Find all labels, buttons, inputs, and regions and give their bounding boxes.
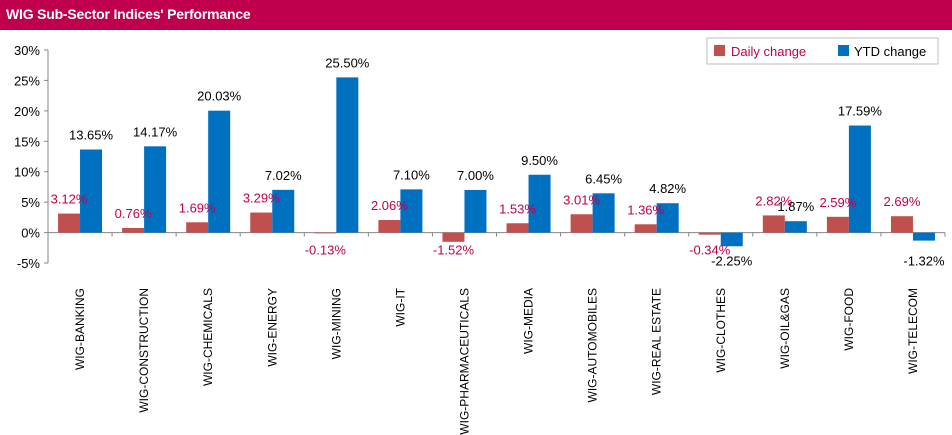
data-label-daily: -1.52% <box>433 243 475 258</box>
bar-ytd-change <box>400 189 423 233</box>
chart-title: WIG Sub-Sector Indices' Performance <box>6 6 251 22</box>
data-label-daily: 2.69% <box>884 194 921 209</box>
bar-daily-change <box>506 223 529 233</box>
legend-box <box>706 37 939 65</box>
data-label-ytd: 6.45% <box>585 171 622 186</box>
x-category-label: WIG-CHEMICALS <box>201 288 215 386</box>
data-label-daily: 3.12% <box>51 192 88 207</box>
bar-daily-change <box>250 212 273 233</box>
bar-daily-change <box>186 222 209 233</box>
data-label-daily: -0.13% <box>305 243 347 258</box>
data-label-daily: 2.59% <box>819 195 856 210</box>
data-label-ytd: 1.87% <box>777 199 814 214</box>
x-category-label: WIG-IT <box>393 287 407 326</box>
y-tick-label: 10% <box>14 165 40 180</box>
x-category-label: WIG-REAL ESTATE <box>650 288 664 395</box>
bar-ytd-change <box>464 189 487 233</box>
bar-daily-change <box>698 232 721 235</box>
bar-daily-change <box>378 220 401 233</box>
data-label-ytd: 13.65% <box>69 128 114 143</box>
x-category-label: WIG-CLOTHES <box>714 288 728 373</box>
bar-daily-change <box>826 216 849 233</box>
bar-daily-change <box>634 224 657 233</box>
x-category-label: WIG-MEDIA <box>522 288 536 354</box>
bars <box>58 77 935 247</box>
data-label-daily: 3.29% <box>243 191 280 206</box>
x-category-label: WIG-BANKING <box>73 288 87 370</box>
data-label-ytd: 7.00% <box>457 168 494 183</box>
data-label-ytd: 9.50% <box>521 153 558 168</box>
data-label-daily: 2.06% <box>371 198 408 213</box>
bar-ytd-change <box>720 232 743 247</box>
x-category-label: WIG-OIL&GAS <box>778 288 792 369</box>
bar-daily-change <box>58 213 81 233</box>
bar-ytd-change <box>848 125 871 233</box>
data-label-ytd: 7.10% <box>393 167 430 182</box>
x-axis-categories: WIG-BANKING WIG-CONSTRUCTION WIG-CHEMICALS… <box>47 232 946 435</box>
data-label-daily: 3.01% <box>563 192 600 207</box>
bar-daily-change <box>442 232 465 242</box>
legend-label-ytd: YTD change <box>854 44 926 59</box>
x-category-label: WIG-TELECOM <box>906 288 920 374</box>
data-label-daily: -0.34% <box>689 243 731 258</box>
data-label-ytd: 25.50% <box>325 55 370 70</box>
bar-chart: 30% 25% 20% 15% 10% 5% 0% -5% 3.12% 13.65% 0.76% 1… <box>14 37 946 435</box>
data-label-ytd: 14.17% <box>133 124 178 139</box>
bar-ytd-change <box>80 149 103 233</box>
y-tick-label: 25% <box>14 73 40 88</box>
bar-daily-change <box>570 214 593 233</box>
bar-ytd-change <box>208 110 231 233</box>
y-tick-label: 20% <box>14 104 40 119</box>
x-category-label: WIG-CONSTRUCTION <box>137 288 151 413</box>
bar-ytd-change <box>144 146 167 233</box>
bar-daily-change <box>890 216 913 233</box>
x-category-label: WIG-ENERGY <box>265 288 279 367</box>
bar-ytd-change <box>784 221 807 233</box>
legend-label-daily: Daily change <box>731 44 806 59</box>
bar-ytd-change <box>528 174 551 233</box>
data-label-daily: 1.53% <box>499 201 536 216</box>
x-category-label: WIG-MINING <box>329 288 343 359</box>
data-label-daily: 1.36% <box>627 202 664 217</box>
chart-header: WIG Sub-Sector Indices' Performance <box>0 0 952 30</box>
data-label-ytd: 7.02% <box>265 168 302 183</box>
bar-daily-change <box>122 227 145 233</box>
x-category-label: WIG-AUTOMOBILES <box>586 288 600 402</box>
bar-ytd-change <box>336 77 359 233</box>
data-label-ytd: -2.25% <box>711 254 753 269</box>
y-tick-label: 30% <box>14 43 40 58</box>
y-tick-label: 0% <box>21 226 40 241</box>
legend-swatch-ytd <box>838 45 849 56</box>
data-label-ytd: 20.03% <box>197 89 242 104</box>
y-tick-label: -5% <box>17 256 41 271</box>
bar-ytd-change <box>912 232 935 241</box>
data-label-daily: 0.76% <box>115 206 152 221</box>
data-label-daily: 1.69% <box>179 200 216 215</box>
bar-ytd-change <box>272 189 295 233</box>
bar-ytd-change <box>592 193 615 233</box>
legend-swatch-daily <box>714 45 725 56</box>
data-label-ytd: -1.32% <box>903 254 945 269</box>
data-label-ytd: 4.82% <box>649 181 686 196</box>
x-category-label: WIG-FOOD <box>842 288 856 351</box>
data-label-ytd: 17.59% <box>838 104 883 119</box>
bar-daily-change <box>314 232 337 234</box>
bar-daily-change <box>762 215 785 233</box>
y-tick-label: 15% <box>14 134 40 149</box>
data-label-daily: 2.82% <box>755 193 792 208</box>
x-category-label: WIG-PHARMACEUTICALS <box>457 288 471 435</box>
y-tick-label: 5% <box>21 195 40 210</box>
legend: Daily change YTD change <box>706 37 939 65</box>
data-labels: 3.12% 13.65% 0.76% 14.17% 1.69% 20.03% 3.29% 7.… <box>51 55 945 268</box>
bar-ytd-change <box>656 203 679 233</box>
